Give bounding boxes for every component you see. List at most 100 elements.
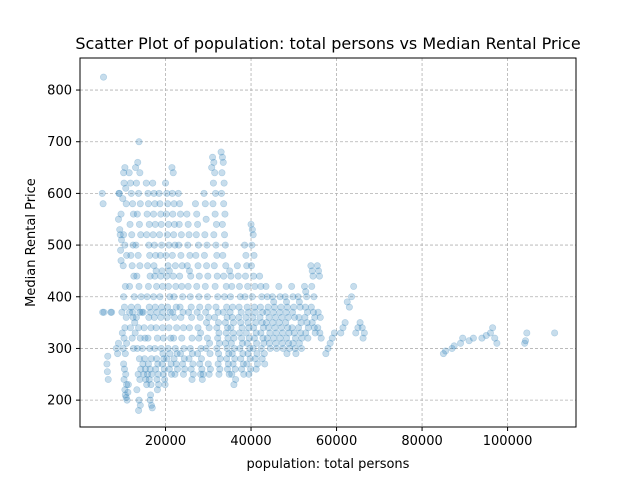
- data-point: [122, 200, 130, 208]
- data-point: [139, 308, 147, 316]
- data-point: [118, 308, 126, 316]
- data-point: [289, 339, 297, 347]
- data-point: [301, 303, 309, 311]
- data-point: [219, 251, 227, 259]
- data-point: [133, 272, 141, 280]
- data-point: [356, 319, 364, 327]
- data-point: [146, 251, 154, 259]
- data-point: [551, 329, 559, 337]
- data-point: [180, 344, 188, 352]
- data-point: [157, 272, 165, 280]
- data-point: [121, 324, 129, 332]
- data-point: [115, 189, 123, 197]
- data-point: [358, 324, 366, 332]
- data-point: [168, 370, 176, 378]
- data-point: [179, 360, 187, 368]
- data-point: [99, 200, 107, 208]
- data-point: [147, 391, 155, 399]
- data-point: [235, 329, 243, 337]
- data-point: [181, 365, 189, 373]
- data-point: [259, 308, 267, 316]
- data-point: [264, 303, 272, 311]
- data-point: [164, 303, 172, 311]
- data-point: [260, 339, 268, 347]
- data-point: [231, 365, 239, 373]
- data-point: [493, 339, 501, 347]
- data-point: [247, 365, 255, 373]
- data-point: [132, 241, 140, 249]
- data-point: [153, 355, 161, 363]
- data-point: [235, 282, 243, 290]
- data-point: [218, 189, 226, 197]
- data-point: [119, 344, 127, 352]
- data-point: [188, 350, 196, 358]
- data-point: [183, 210, 191, 218]
- data-point: [166, 308, 174, 316]
- data-point: [354, 324, 362, 332]
- data-point: [226, 308, 234, 316]
- data-point: [176, 210, 184, 218]
- data-point: [170, 200, 178, 208]
- data-point: [251, 282, 259, 290]
- data-point: [309, 308, 317, 316]
- data-point: [124, 388, 132, 396]
- data-point: [469, 334, 477, 342]
- data-point: [197, 370, 205, 378]
- data-point: [206, 365, 214, 373]
- data-point: [450, 342, 458, 350]
- data-point: [198, 365, 206, 373]
- data-point: [303, 308, 311, 316]
- data-point: [122, 370, 130, 378]
- data-point: [214, 334, 222, 342]
- data-point: [222, 282, 230, 290]
- data-point: [234, 272, 242, 280]
- data-point: [138, 344, 146, 352]
- data-point: [311, 313, 319, 321]
- data-point: [170, 231, 178, 239]
- data-point: [258, 355, 266, 363]
- data-point: [251, 355, 259, 363]
- data-point: [261, 360, 269, 368]
- data-point: [128, 334, 136, 342]
- data-point: [210, 231, 218, 239]
- data-point: [259, 324, 267, 332]
- data-point: [523, 329, 531, 337]
- data-point: [213, 344, 221, 352]
- data-point: [270, 298, 278, 306]
- data-point: [224, 334, 232, 342]
- data-point: [160, 365, 168, 373]
- data-point: [220, 272, 228, 280]
- data-point: [188, 375, 196, 383]
- data-point: [144, 282, 152, 290]
- data-point: [104, 352, 112, 360]
- data-point: [124, 381, 132, 389]
- data-point: [203, 262, 211, 270]
- data-point: [213, 251, 221, 259]
- data-point: [123, 251, 131, 259]
- data-point: [246, 344, 254, 352]
- data-point: [269, 319, 277, 327]
- data-point: [98, 189, 106, 197]
- data-point: [206, 339, 214, 347]
- data-point: [153, 386, 161, 394]
- data-point: [219, 308, 227, 316]
- data-point: [147, 308, 155, 316]
- data-point: [116, 226, 124, 234]
- data-point: [315, 267, 323, 275]
- data-point: [187, 303, 195, 311]
- data-point: [269, 308, 277, 316]
- data-point: [151, 344, 159, 352]
- data-point: [290, 303, 298, 311]
- data-point: [228, 282, 236, 290]
- data-point: [136, 262, 144, 270]
- data-point: [165, 267, 173, 275]
- data-point: [229, 360, 237, 368]
- data-point: [249, 344, 257, 352]
- data-point: [229, 303, 237, 311]
- data-point: [179, 293, 187, 301]
- data-point: [172, 360, 180, 368]
- data-point: [224, 360, 232, 368]
- y-tick-label: 700: [47, 135, 72, 150]
- data-point: [156, 200, 164, 208]
- data-point: [308, 319, 316, 327]
